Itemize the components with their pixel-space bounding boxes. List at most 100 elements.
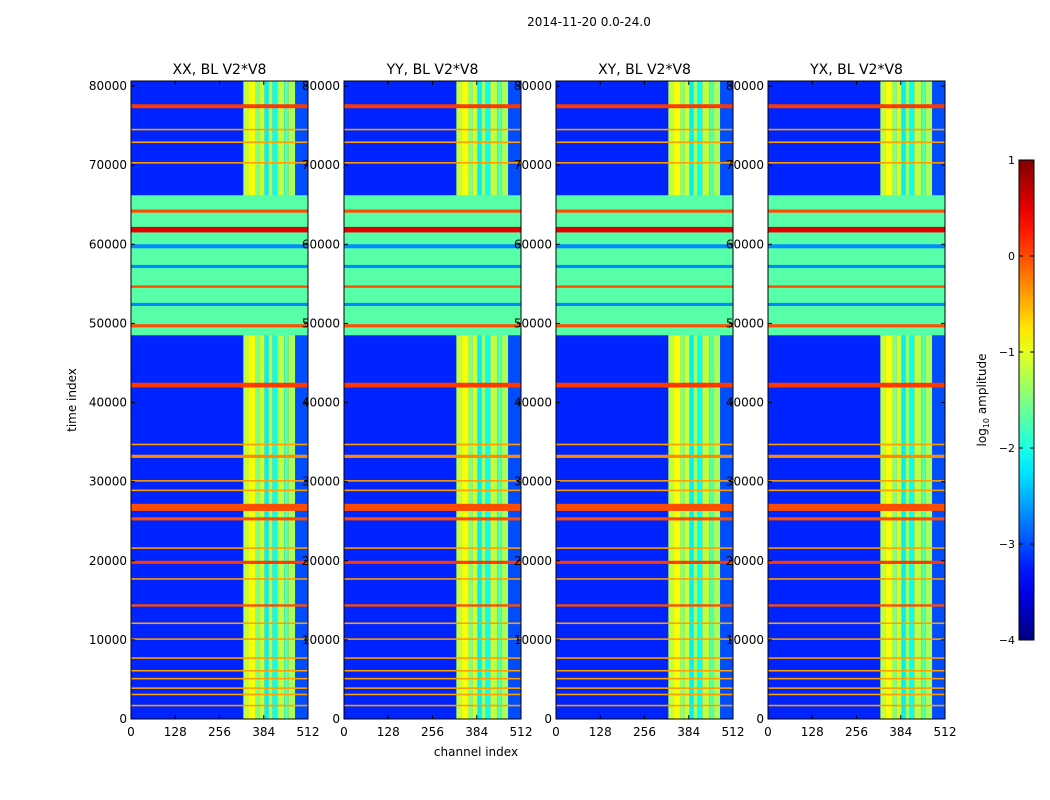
rfi-row: [344, 622, 521, 625]
rfi-row: [344, 578, 521, 580]
x-tick-label: 0: [552, 725, 560, 739]
y-tick-label: 10000: [302, 633, 340, 647]
channel-band: [485, 81, 491, 719]
rfi-row: [768, 244, 945, 249]
rfi-row: [768, 302, 945, 307]
y-tick-label: 70000: [726, 158, 764, 172]
rfi-row: [556, 128, 733, 131]
x-tick-label: 512: [510, 725, 533, 739]
rfi-row: [768, 578, 945, 580]
channel-band: [272, 81, 278, 719]
rfi-row: [768, 503, 945, 511]
rfi-row: [131, 209, 308, 213]
rfi-row: [556, 302, 733, 307]
panel-title: XY, BL V2*V8: [598, 62, 691, 78]
rfi-row: [768, 141, 945, 144]
x-tick-label: 128: [164, 725, 187, 739]
rfi-row: [131, 677, 308, 680]
rfi-row: [768, 285, 945, 288]
rfi-row: [556, 622, 733, 625]
channel-band: [693, 81, 698, 719]
rfi-row: [768, 104, 945, 109]
rfi-row: [556, 209, 733, 213]
rfi-row: [768, 657, 945, 659]
rfi-row: [556, 162, 733, 164]
rfi-row: [556, 324, 733, 328]
rfi-row: [131, 324, 308, 328]
rfi-row: [768, 128, 945, 131]
rfi-row: [556, 704, 733, 707]
x-tick-label: 0: [127, 725, 135, 739]
channel-band: [284, 81, 289, 719]
y-tick-label: 40000: [89, 396, 127, 410]
rfi-row: [556, 104, 733, 109]
rfi-row: [131, 226, 308, 233]
channel-band: [501, 81, 509, 719]
colorbar-tick-label: −2: [999, 442, 1015, 455]
panel-3: YX, BL V2*V8 0 128 256 384 512 0 10000 20000 3000…: [726, 62, 957, 739]
rfi-row: [768, 687, 945, 689]
channel-band: [255, 81, 260, 719]
rfi-row: [344, 128, 521, 131]
y-tick-label: 60000: [89, 237, 127, 251]
rfi-row: [344, 638, 521, 640]
rfi-row: [131, 517, 308, 521]
x-tick-label: 512: [722, 725, 745, 739]
y-tick-label: 10000: [514, 633, 552, 647]
y-tick-label: 30000: [514, 475, 552, 489]
rfi-row: [556, 285, 733, 288]
y-tick-label: 80000: [726, 79, 764, 93]
rfi-row: [344, 382, 521, 388]
rfi-row: [131, 622, 308, 625]
rfi-row: [131, 162, 308, 164]
rfi-row: [768, 162, 945, 164]
rfi-row: [131, 264, 308, 269]
channel-band: [702, 81, 710, 719]
rfi-row: [131, 704, 308, 707]
rfi-row: [344, 141, 521, 144]
rfi-row: [344, 560, 521, 564]
rfi-row: [556, 264, 733, 269]
colorbar-label-log: log: [975, 428, 989, 446]
panels-group: XX, BL V2*V8 0 128 256 384 512 0 10000 20000 3000…: [89, 62, 957, 739]
rfi-row: [344, 517, 521, 521]
rfi-row: [768, 209, 945, 213]
x-axis-label: channel index: [434, 745, 518, 759]
channel-band: [684, 81, 690, 719]
channel-band: [680, 81, 685, 719]
y-tick-label: 20000: [89, 554, 127, 568]
rfi-row: [131, 638, 308, 640]
x-tick-label: 384: [889, 725, 912, 739]
x-tick-label: 512: [934, 725, 957, 739]
rfi-row: [768, 382, 945, 388]
rfi-row: [556, 638, 733, 640]
y-tick-label: 50000: [726, 316, 764, 330]
rfi-row: [768, 480, 945, 482]
rfi-row: [556, 560, 733, 564]
rfi-row: [556, 669, 733, 672]
y-tick-label: 0: [332, 712, 340, 726]
channel-band: [880, 81, 886, 719]
rfi-row: [131, 454, 308, 458]
rfi-row: [556, 693, 733, 696]
rfi-row: [344, 704, 521, 707]
channel-band: [268, 81, 273, 719]
y-tick-label: 80000: [514, 79, 552, 93]
rfi-row: [556, 578, 733, 580]
channel-band: [277, 81, 285, 719]
y-tick-label: 80000: [89, 79, 127, 93]
channel-band: [468, 81, 473, 719]
y-tick-label: 40000: [514, 396, 552, 410]
rfi-row: [131, 687, 308, 689]
channel-band: [697, 81, 703, 719]
rfi-row: [344, 285, 521, 288]
x-tick-label: 256: [421, 725, 444, 739]
rfi-row: [344, 244, 521, 249]
rfi-row: [131, 244, 308, 249]
rfi-row: [556, 480, 733, 482]
rfi-row: [344, 209, 521, 213]
rfi-row: [768, 560, 945, 564]
rfi-row: [131, 693, 308, 696]
x-tick-label: 128: [801, 725, 824, 739]
rfi-row: [131, 104, 308, 109]
